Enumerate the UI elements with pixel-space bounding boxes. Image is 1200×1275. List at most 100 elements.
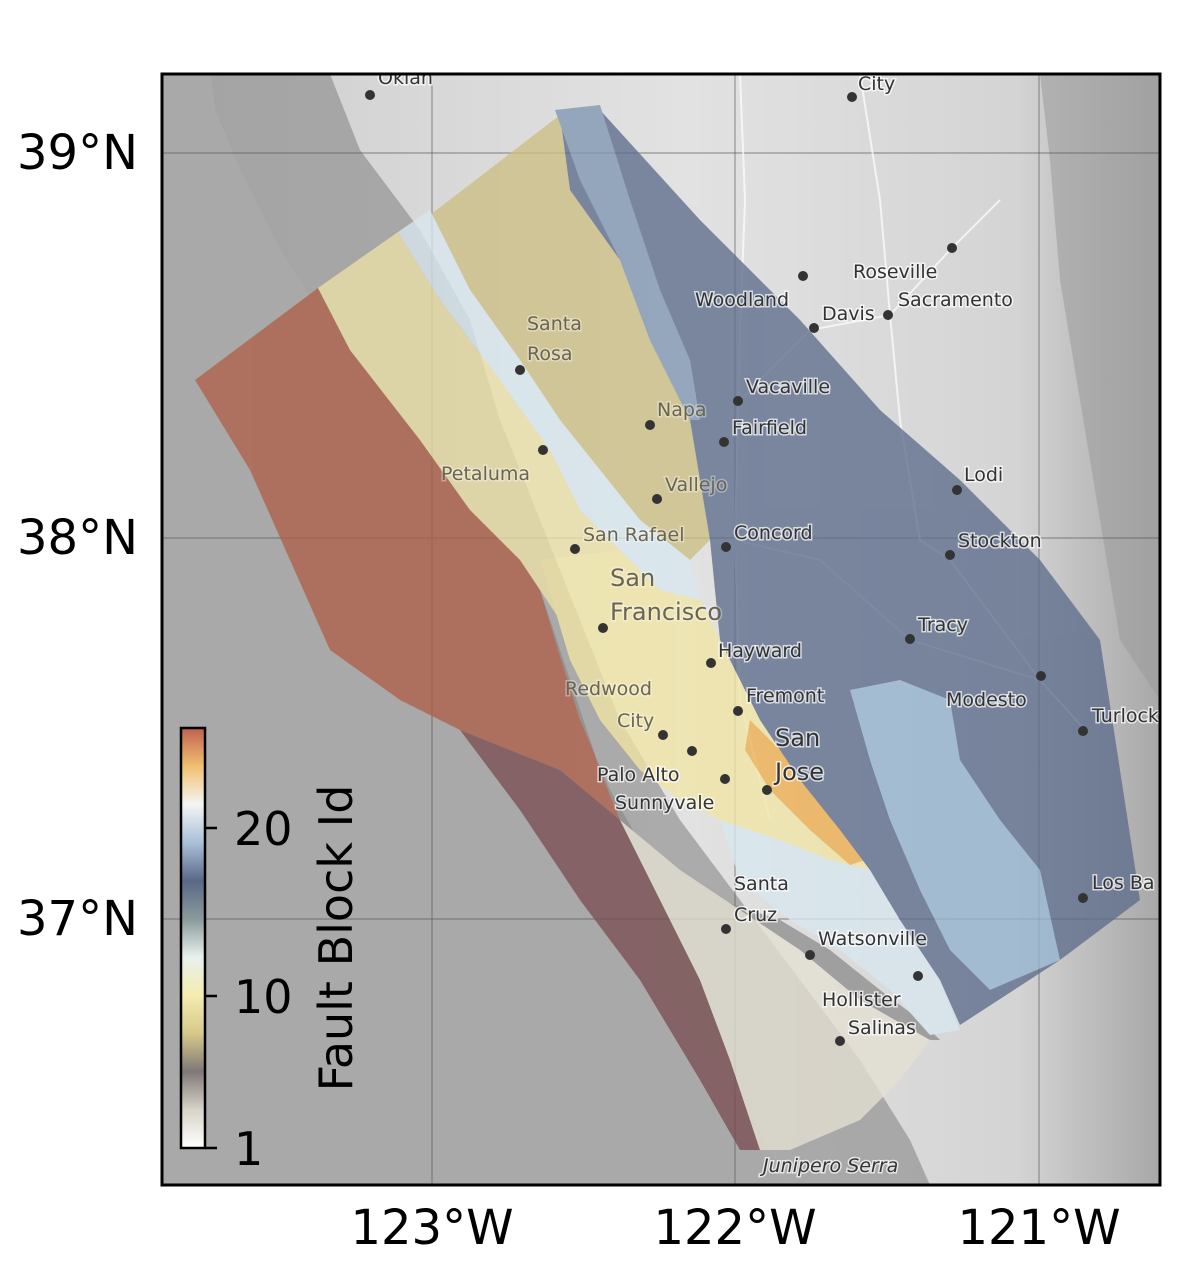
colorbar-tick-label: 20 xyxy=(234,802,293,856)
city-san-francisco[interactable]: San Francisco xyxy=(598,563,724,633)
city-turlock[interactable]: Turlock xyxy=(1078,704,1160,736)
svg-text:Napa: Napa xyxy=(657,399,707,421)
city-watsonville[interactable]: Watsonville xyxy=(805,927,929,981)
colorbar-gradient xyxy=(179,726,207,1150)
lat-tick-label: 39°N xyxy=(17,125,138,181)
city-sacramento[interactable]: Sacramento xyxy=(883,288,1014,320)
fault-block-orange xyxy=(745,720,865,865)
fault-block-northern-tan xyxy=(430,115,710,560)
svg-text:Cruz: Cruz xyxy=(734,904,777,926)
svg-text:San: San xyxy=(610,564,655,592)
svg-text:Sacramento: Sacramento xyxy=(898,289,1013,311)
svg-text:Redwood: Redwood xyxy=(565,678,652,700)
city-layer: Oklan City Roseville Woodland Davis Sacr… xyxy=(365,67,1160,1179)
svg-text:Palo Alto: Palo Alto xyxy=(597,764,680,786)
svg-text:San: San xyxy=(775,724,820,752)
city-palo-alto[interactable]: Palo Alto xyxy=(596,746,697,788)
city-redwood-city[interactable]: Redwood City xyxy=(564,677,668,740)
city-stockton[interactable]: Stockton xyxy=(945,529,1043,560)
city-petaluma[interactable]: Petaluma xyxy=(440,445,548,487)
colorbar-tick-label: 10 xyxy=(234,970,293,1024)
fault-block-mid-blue xyxy=(850,680,1060,990)
svg-text:Hayward: Hayward xyxy=(718,640,802,662)
svg-text:Fairfield: Fairfield xyxy=(732,417,807,439)
colorbar-label: Fault Block Id xyxy=(309,785,363,1092)
map-frame xyxy=(160,72,1162,1187)
svg-text:Petaluma: Petaluma xyxy=(441,463,530,485)
svg-text:Jose: Jose xyxy=(773,758,824,786)
city-santa-cruz[interactable]: Santa Cruz xyxy=(721,872,790,934)
city-vacaville[interactable]: Vacaville xyxy=(733,375,832,406)
city-santa-rosa[interactable]: Santa Rosa xyxy=(515,312,583,375)
svg-text:City: City xyxy=(858,73,895,95)
svg-text:Tracy: Tracy xyxy=(917,614,968,636)
svg-text:Santa: Santa xyxy=(527,313,582,335)
lat-axis-labels: 39°N 38°N 37°N xyxy=(17,125,138,947)
place-junipero-serra: Junipero Serra xyxy=(758,1154,900,1179)
city-san-jose[interactable]: San Jose xyxy=(762,723,826,795)
city-hollister-salinas[interactable]: Hollister Salinas xyxy=(821,988,917,1046)
fault-block-overlay xyxy=(195,105,1140,1150)
city-tracy[interactable]: Tracy xyxy=(905,613,969,644)
fault-block-ocean-west xyxy=(195,288,620,820)
city-woodland[interactable]: Woodland xyxy=(694,271,808,313)
map-panel[interactable]: Oklan City Roseville Woodland Davis Sacr… xyxy=(162,67,1160,1185)
city-los-banos[interactable]: Los Ba xyxy=(1078,871,1156,903)
lat-tick-label: 37°N xyxy=(17,891,138,947)
svg-text:Junipero Serra: Junipero Serra xyxy=(759,1155,898,1177)
lon-tick-label: 122°W xyxy=(653,1200,816,1256)
city-napa[interactable]: Napa xyxy=(645,398,708,430)
lon-tick-label: 121°W xyxy=(957,1200,1120,1256)
fault-block-franciscan-gray xyxy=(540,590,940,1040)
fault-block-salinian xyxy=(318,232,640,640)
svg-text:Los Ba: Los Ba xyxy=(1092,872,1155,894)
svg-text:Davis: Davis xyxy=(822,303,875,325)
svg-text:Stockton: Stockton xyxy=(958,530,1042,552)
fault-block-light-blue-south xyxy=(720,820,960,1035)
city-san-rafael[interactable]: San Rafael xyxy=(570,523,686,554)
city-davis[interactable]: Davis xyxy=(809,302,876,333)
lon-axis-labels: 123°W 122°W 121°W xyxy=(350,1200,1120,1256)
svg-text:Oklan: Oklan xyxy=(378,67,433,89)
city-fairfield[interactable]: Fairfield xyxy=(719,416,808,447)
svg-text:Vallejo: Vallejo xyxy=(665,474,727,496)
svg-text:Woodland: Woodland xyxy=(695,289,789,311)
svg-text:Fremont: Fremont xyxy=(746,685,824,707)
city-concord[interactable]: Concord xyxy=(721,521,814,552)
svg-text:Turlock: Turlock xyxy=(1091,705,1159,727)
svg-text:Concord: Concord xyxy=(734,522,813,544)
svg-text:Francisco: Francisco xyxy=(610,598,722,626)
city-vallejo[interactable]: Vallejo xyxy=(652,473,729,504)
city-oklan[interactable]: Oklan xyxy=(365,67,434,100)
city-hayward[interactable]: Hayward xyxy=(706,639,803,668)
fault-block-ocean-south xyxy=(460,730,760,1150)
lon-tick-label: 123°W xyxy=(350,1200,513,1256)
city-modesto[interactable]: Modesto xyxy=(945,671,1046,713)
svg-text:Modesto: Modesto xyxy=(946,689,1027,711)
svg-text:Salinas: Salinas xyxy=(848,1017,916,1039)
city-lodi[interactable]: Lodi xyxy=(952,463,1005,495)
svg-text:Roseville: Roseville xyxy=(853,261,937,283)
city-sunnyvale[interactable]: Sunnyvale xyxy=(614,774,730,816)
city-yuba-city[interactable]: City xyxy=(847,73,897,102)
sierra-terrain xyxy=(1040,74,1160,700)
colorbar-tick-label: 1 xyxy=(234,1122,263,1176)
svg-text:Rosa: Rosa xyxy=(527,343,573,365)
svg-text:Lodi: Lodi xyxy=(964,464,1003,486)
svg-text:San Rafael: San Rafael xyxy=(583,524,685,546)
svg-text:Santa: Santa xyxy=(734,873,789,895)
svg-text:Watsonville: Watsonville xyxy=(818,928,927,950)
svg-text:City: City xyxy=(617,710,654,732)
svg-text:Sunnyvale: Sunnyvale xyxy=(615,792,714,814)
fault-block-light-blue-north xyxy=(398,210,700,600)
fault-block-north-blue xyxy=(555,105,700,420)
city-roseville[interactable]: Roseville xyxy=(852,243,957,285)
fault-block-dark-blue xyxy=(560,110,1140,1025)
city-fremont[interactable]: Fremont xyxy=(733,684,826,716)
svg-text:Vacaville: Vacaville xyxy=(746,376,830,398)
svg-text:Hollister: Hollister xyxy=(822,989,901,1011)
colorbar: 1 10 20 Fault Block Id xyxy=(179,726,363,1176)
colorbar-ticks xyxy=(205,826,217,1150)
fault-block-light-gray-south xyxy=(620,820,930,1150)
lat-tick-label: 38°N xyxy=(17,510,138,566)
